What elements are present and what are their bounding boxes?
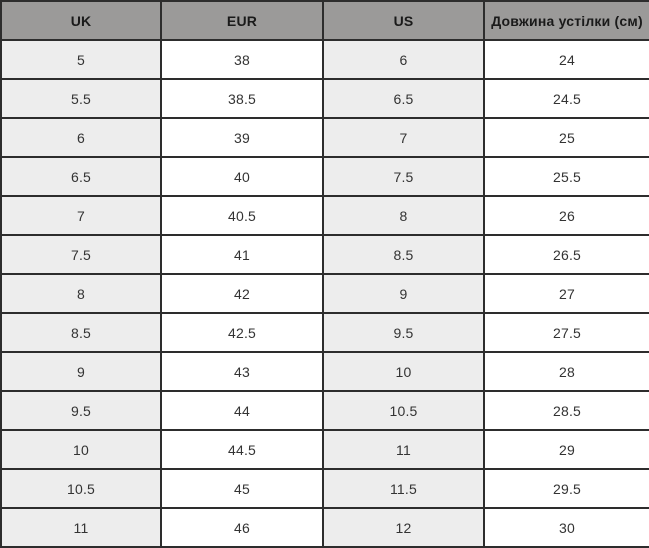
table-cell: 30 <box>483 507 649 548</box>
table-cell: 8 <box>0 273 162 314</box>
table-cell: 7 <box>322 117 485 158</box>
table-cell: 5.5 <box>0 78 162 119</box>
table-cell: 8 <box>322 195 485 236</box>
table-cell: 38.5 <box>160 78 324 119</box>
table-cell: 38 <box>160 39 324 80</box>
table-cell: 28.5 <box>483 390 649 431</box>
table-row: 5 38 6 24 <box>0 39 649 80</box>
table-cell: 46 <box>160 507 324 548</box>
header-row: UK EUR US Довжина устілки (см) <box>0 0 649 41</box>
table-row: 8.5 42.5 9.5 27.5 <box>0 312 649 353</box>
table-header: UK EUR US Довжина устілки (см) <box>0 0 649 41</box>
table-cell: 5 <box>0 39 162 80</box>
table-cell: 24.5 <box>483 78 649 119</box>
table-cell: 10.5 <box>0 468 162 509</box>
table-row: 6.5 40 7.5 25.5 <box>0 156 649 197</box>
table-row: 8 42 9 27 <box>0 273 649 314</box>
table-cell: 25 <box>483 117 649 158</box>
table-cell: 8.5 <box>0 312 162 353</box>
table-cell: 6.5 <box>322 78 485 119</box>
table-cell: 39 <box>160 117 324 158</box>
table-cell: 11 <box>322 429 485 470</box>
table-cell: 45 <box>160 468 324 509</box>
table-cell: 40 <box>160 156 324 197</box>
table-cell: 12 <box>322 507 485 548</box>
table-cell: 40.5 <box>160 195 324 236</box>
table-cell: 11 <box>0 507 162 548</box>
table-cell: 10.5 <box>322 390 485 431</box>
table-cell: 9 <box>0 351 162 392</box>
table-row: 7 40.5 8 26 <box>0 195 649 236</box>
table-cell: 11.5 <box>322 468 485 509</box>
table-cell: 27 <box>483 273 649 314</box>
table-cell: 9.5 <box>322 312 485 353</box>
table-cell: 44.5 <box>160 429 324 470</box>
table-cell: 6.5 <box>0 156 162 197</box>
table-cell: 7.5 <box>322 156 485 197</box>
table-cell: 24 <box>483 39 649 80</box>
table-cell: 29.5 <box>483 468 649 509</box>
table-cell: 9 <box>322 273 485 314</box>
table-row: 9 43 10 28 <box>0 351 649 392</box>
table-row: 7.5 41 8.5 26.5 <box>0 234 649 275</box>
table-body: 5 38 6 24 5.5 38.5 6.5 24.5 6 39 7 25 6.5 40 7.5 25.5 7 4… <box>0 39 649 548</box>
table-cell: 6 <box>0 117 162 158</box>
header-cell-insole-length: Довжина устілки (см) <box>483 0 649 41</box>
table-cell: 42 <box>160 273 324 314</box>
table-cell: 10 <box>322 351 485 392</box>
header-cell-eur: EUR <box>160 0 324 41</box>
table-row: 9.5 44 10.5 28.5 <box>0 390 649 431</box>
table-row: 5.5 38.5 6.5 24.5 <box>0 78 649 119</box>
table-row: 6 39 7 25 <box>0 117 649 158</box>
table-cell: 27.5 <box>483 312 649 353</box>
table-cell: 26 <box>483 195 649 236</box>
table-cell: 8.5 <box>322 234 485 275</box>
header-cell-uk: UK <box>0 0 162 41</box>
table-cell: 43 <box>160 351 324 392</box>
table-cell: 41 <box>160 234 324 275</box>
table-row: 10.5 45 11.5 29.5 <box>0 468 649 509</box>
table-cell: 7 <box>0 195 162 236</box>
table-cell: 7.5 <box>0 234 162 275</box>
header-cell-us: US <box>322 0 485 41</box>
table-cell: 29 <box>483 429 649 470</box>
table-cell: 10 <box>0 429 162 470</box>
table-cell: 28 <box>483 351 649 392</box>
table-cell: 6 <box>322 39 485 80</box>
table-cell: 9.5 <box>0 390 162 431</box>
table-cell: 44 <box>160 390 324 431</box>
table-cell: 26.5 <box>483 234 649 275</box>
table-row: 10 44.5 11 29 <box>0 429 649 470</box>
table-cell: 25.5 <box>483 156 649 197</box>
table-cell: 42.5 <box>160 312 324 353</box>
table-row: 11 46 12 30 <box>0 507 649 548</box>
